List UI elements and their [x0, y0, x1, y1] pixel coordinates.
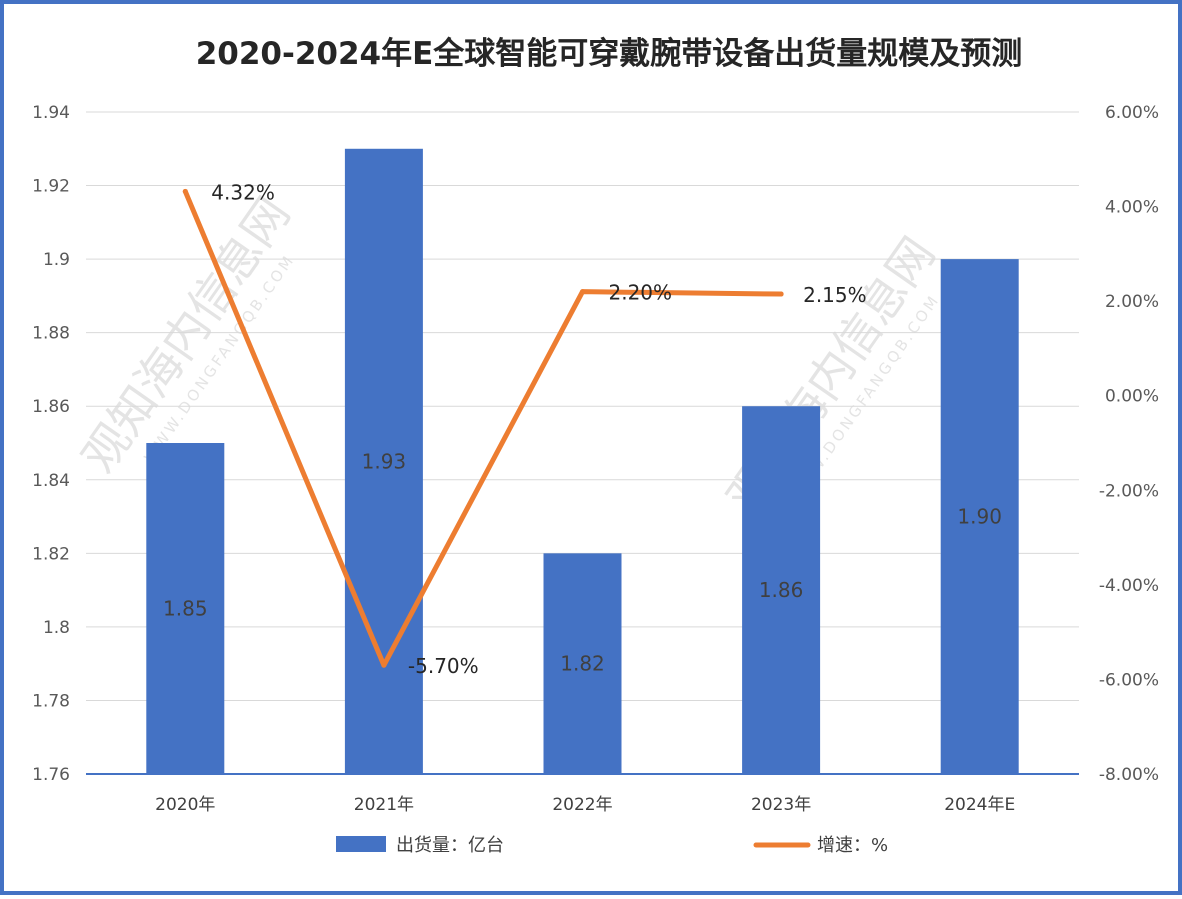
y-right-tick-label: -4.00% — [1099, 576, 1159, 596]
y-right-tick-label: 2.00% — [1105, 292, 1159, 312]
y-right-tick-label: 6.00% — [1105, 103, 1159, 123]
watermark-text: 观知海内信息网 — [71, 187, 300, 482]
bar-value-label: 1.90 — [957, 505, 1002, 529]
data-labels: 1.85 1.93 1.82 1.86 1.90 4.32% -5.70% 2.20% 2.15… — [163, 180, 1002, 678]
growth-point-1 — [381, 662, 387, 668]
y-left-tick-label: 1.94 — [32, 103, 70, 123]
y-right-tick-label: -2.00% — [1099, 481, 1159, 501]
bar-value-label: 1.86 — [759, 578, 804, 602]
bar-1 — [344, 148, 423, 774]
bar-value-label: 1.85 — [163, 597, 208, 621]
growth-point-3 — [778, 291, 784, 297]
y-left-tick-label: 1.76 — [32, 765, 70, 785]
y-right-tick-label: -6.00% — [1099, 670, 1159, 690]
bar-4 — [940, 259, 1019, 775]
chart-title: 2020-2024年E全球智能可穿戴腕带设备出货量规模及预测 — [196, 36, 1023, 72]
line-value-label: 2.15% — [803, 283, 867, 307]
y-right-tick-label: 0.00% — [1105, 387, 1159, 407]
y-left-tick-label: 1.9 — [43, 250, 70, 270]
line-value-label: -5.70% — [408, 654, 479, 678]
growth-line — [182, 188, 784, 668]
x-tick-label: 2024年E — [944, 795, 1015, 815]
y-left-tick-label: 1.84 — [32, 471, 70, 491]
y-left-tick-label: 1.88 — [32, 324, 70, 344]
bar-series — [146, 148, 1019, 775]
y-left-tick-label: 1.86 — [32, 397, 70, 417]
bar-value-label: 1.82 — [560, 652, 605, 676]
growth-point-0 — [182, 188, 188, 194]
y-left-tick-label: 1.92 — [32, 177, 70, 197]
legend: 出货量：亿台 增速：% — [336, 835, 888, 856]
x-tick-label: 2022年 — [552, 795, 612, 815]
x-tick-label: 2020年 — [155, 795, 215, 815]
y-left-tick-label: 1.78 — [32, 691, 70, 711]
axes: 1.76 1.78 1.8 1.82 1.84 1.86 1.88 1.9 1.92 1.94 -8… — [32, 103, 1159, 815]
y-left-tick-label: 1.82 — [32, 544, 70, 564]
line-value-label: 4.32% — [211, 180, 275, 204]
legend-swatch-shipments — [336, 836, 386, 852]
bar-3 — [742, 406, 821, 774]
x-tick-label: 2023年 — [751, 795, 811, 815]
y-left-tick-label: 1.8 — [43, 618, 70, 638]
bar-value-label: 1.93 — [362, 449, 407, 473]
growth-point-2 — [580, 289, 585, 295]
line-value-label: 2.20% — [609, 281, 673, 305]
y-right-tick-label: 4.00% — [1105, 198, 1159, 218]
bar-2 — [543, 553, 622, 774]
legend-label-shipments: 出货量：亿台 — [396, 835, 504, 856]
chart-canvas: 观知海内信息网 WWW.DONGFANGQB.COM 观知海内信息网 WWW.D… — [32, 36, 1159, 856]
line-series — [182, 188, 784, 668]
bar-0 — [146, 443, 225, 774]
x-tick-label: 2021年 — [354, 795, 414, 815]
y-right-tick-label: -8.00% — [1099, 765, 1159, 785]
legend-label-growth: 增速：% — [817, 835, 888, 856]
